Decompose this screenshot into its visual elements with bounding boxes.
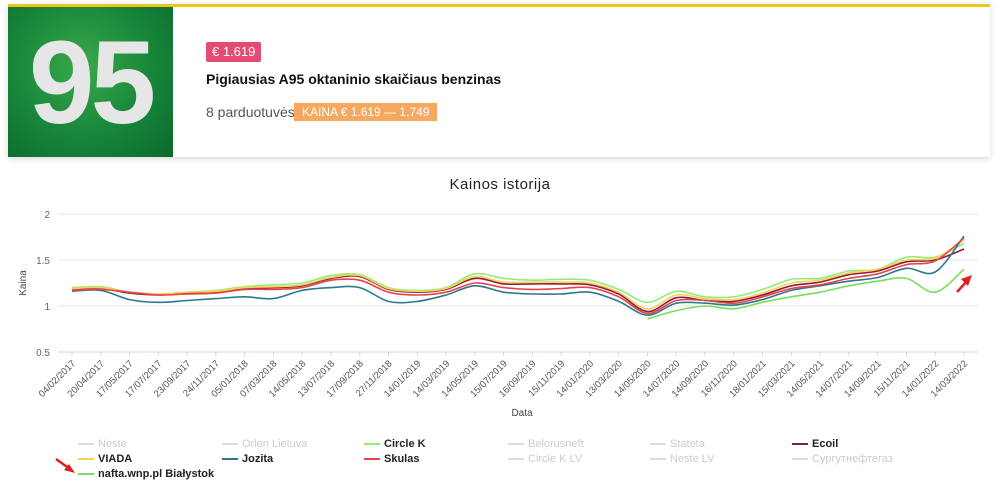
legend-swatch xyxy=(792,443,808,445)
legend-label: Stateta xyxy=(670,438,705,450)
legend-annotation-arrow xyxy=(55,457,75,473)
legend-swatch xyxy=(508,458,524,460)
legend-swatch xyxy=(222,458,238,460)
legend-swatch xyxy=(364,443,380,445)
octane-number: 95 xyxy=(28,17,156,149)
legend-swatch xyxy=(78,443,94,445)
x-axis-label: Data xyxy=(511,408,533,419)
legend-label: Neste LV xyxy=(670,453,715,465)
legend-label: Belorusneft xyxy=(528,438,584,450)
price-history-chart: 0.511.52Kaina04/02/201720/04/201717/05/2… xyxy=(18,210,978,419)
legend-swatch xyxy=(222,443,238,445)
legend-swatch xyxy=(364,458,380,460)
legend-label: Skulas xyxy=(384,453,420,465)
y-tick-label: 2 xyxy=(44,210,50,221)
legend-label: VIADA xyxy=(98,453,133,465)
y-tick-label: 1 xyxy=(44,302,50,313)
series-line-viada xyxy=(71,239,965,310)
series-line-nafta-wnp-pl-bia-ystok xyxy=(647,268,965,320)
series-line-jozita xyxy=(71,235,965,317)
chart-title: Kainos istorija xyxy=(449,176,551,193)
series-line-skulas xyxy=(71,237,965,315)
y-tick-label: 0.5 xyxy=(36,348,50,359)
chart-legend: Neste Orlen Lietuva Circle K Belorusneft Sta… xyxy=(0,434,1000,489)
legend-label: Neste xyxy=(98,438,127,450)
y-tick-label: 1.5 xyxy=(36,256,50,267)
legend-label: Circle K LV xyxy=(528,453,583,465)
legend-label: Jozita xyxy=(242,453,274,465)
legend-label: nafta.wnp.pl Białystok xyxy=(98,468,215,480)
price-badge: € 1.619 xyxy=(206,42,262,62)
legend-label: Circle K xyxy=(384,438,426,450)
legend-swatch xyxy=(508,443,524,445)
price-range-badge: KAINA € 1.619 — 1.749 xyxy=(294,103,438,121)
legend-swatch xyxy=(78,458,94,460)
octane-tile: 95 xyxy=(8,7,173,157)
series-line-circle-k xyxy=(71,242,965,304)
series-line-ecoil xyxy=(71,248,965,313)
legend-label: Ecoil xyxy=(812,438,839,450)
fuel-summary-card: 95 € 1.619 Pigiausias A95 oktaninio skai… xyxy=(8,4,990,157)
annotation-arrow-head xyxy=(961,275,972,286)
legend-swatch xyxy=(792,458,808,460)
y-axis-label: Kaina xyxy=(18,270,29,296)
legend-swatch xyxy=(78,473,94,475)
legend-swatch xyxy=(650,443,666,445)
fuel-title: Pigiausias A95 oktaninio skaičiaus benzi… xyxy=(206,71,502,87)
legend-label: Сургутнефтегаз xyxy=(812,453,893,465)
legend-swatch xyxy=(650,458,666,460)
legend-label: Orlen Lietuva xyxy=(242,438,308,450)
store-count: 8 parduotuvės xyxy=(206,104,295,120)
